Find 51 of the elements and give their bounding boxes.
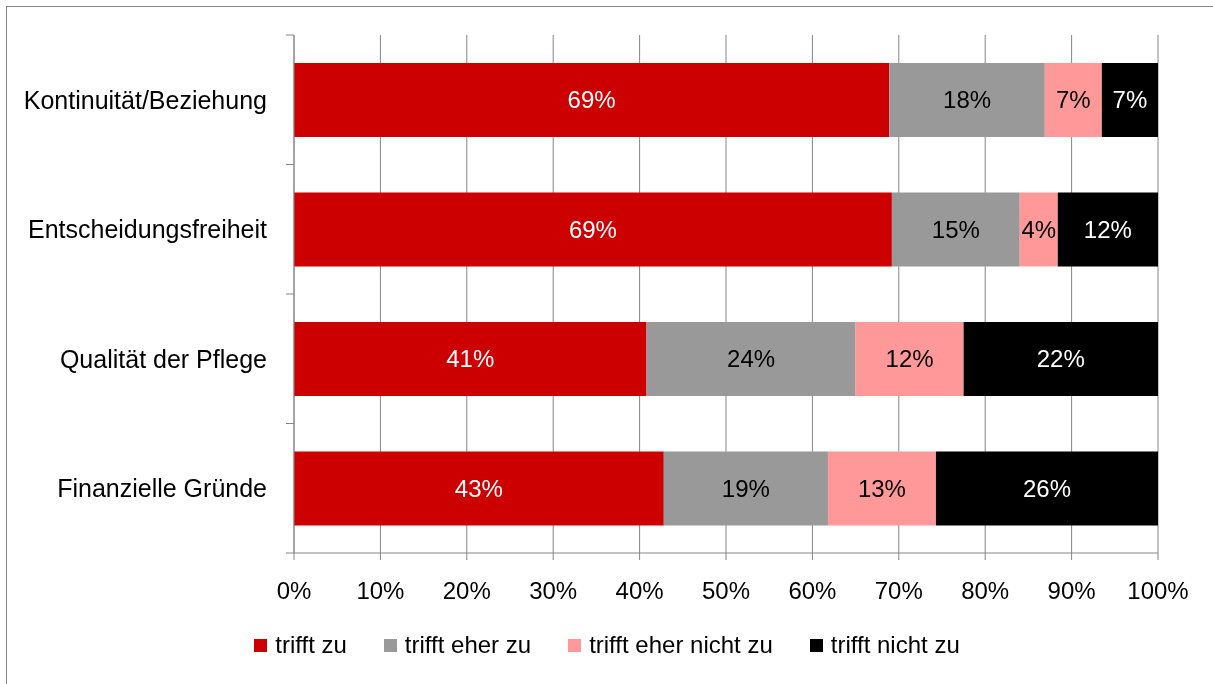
- bar: [294, 192, 892, 267]
- bar: [1044, 62, 1102, 137]
- x-tick-label: 40%: [615, 577, 664, 605]
- bar: [855, 321, 964, 396]
- x-tick-label: 0%: [276, 577, 312, 605]
- data-label: 22%: [1036, 345, 1085, 373]
- bar: [963, 321, 1158, 396]
- bar: [646, 321, 856, 396]
- legend-label: trifft nicht zu: [830, 631, 960, 659]
- x-tick-label: 60%: [788, 577, 837, 605]
- bar: [294, 451, 664, 526]
- data-label: 26%: [1022, 474, 1071, 502]
- data-label: 24%: [727, 345, 776, 373]
- x-tick-label: 100%: [1127, 577, 1189, 605]
- bar: [1019, 192, 1058, 267]
- x-tick-label: 10%: [356, 577, 405, 605]
- legend-label: trifft eher zu: [404, 631, 532, 659]
- bar: [294, 321, 647, 396]
- bar: [889, 62, 1045, 137]
- legend-label: trifft zu: [275, 631, 347, 659]
- data-label: 4%: [1021, 215, 1057, 243]
- x-tick-label: 70%: [874, 577, 923, 605]
- x-tick-label: 50%: [701, 577, 751, 605]
- data-label: 12%: [885, 345, 934, 373]
- data-label: 18%: [943, 86, 992, 114]
- data-label: 15%: [931, 215, 980, 243]
- data-label: 7%: [1112, 86, 1148, 114]
- data-label: 12%: [1083, 215, 1132, 243]
- data-label: 69%: [567, 86, 616, 114]
- bar: [891, 192, 1020, 267]
- data-label: 43%: [454, 474, 503, 502]
- bar: [663, 451, 828, 526]
- y-tick-label: Qualität der Pflege: [59, 344, 267, 373]
- bar: [827, 451, 936, 526]
- bar: [935, 451, 1158, 526]
- x-tick-label: 20%: [442, 577, 491, 605]
- y-tick-label: Kontinuität/Beziehung: [23, 85, 267, 114]
- data-label: 7%: [1055, 86, 1091, 114]
- y-tick-label: Entscheidungsfreiheit: [27, 215, 268, 243]
- bar: [1101, 62, 1158, 137]
- y-tick-label: Finanzielle Gründe: [57, 474, 267, 502]
- bar: [294, 62, 890, 137]
- legend-label: trifft eher nicht zu: [589, 631, 773, 659]
- x-tick-label: 80%: [961, 577, 1010, 605]
- data-label: 19%: [721, 474, 770, 502]
- data-label: 13%: [857, 474, 906, 502]
- data-label: 69%: [568, 215, 617, 243]
- x-tick-label: 90%: [1047, 577, 1096, 605]
- bar: [1057, 192, 1158, 267]
- data-label: 41%: [446, 345, 495, 373]
- x-tick-label: 30%: [529, 577, 578, 605]
